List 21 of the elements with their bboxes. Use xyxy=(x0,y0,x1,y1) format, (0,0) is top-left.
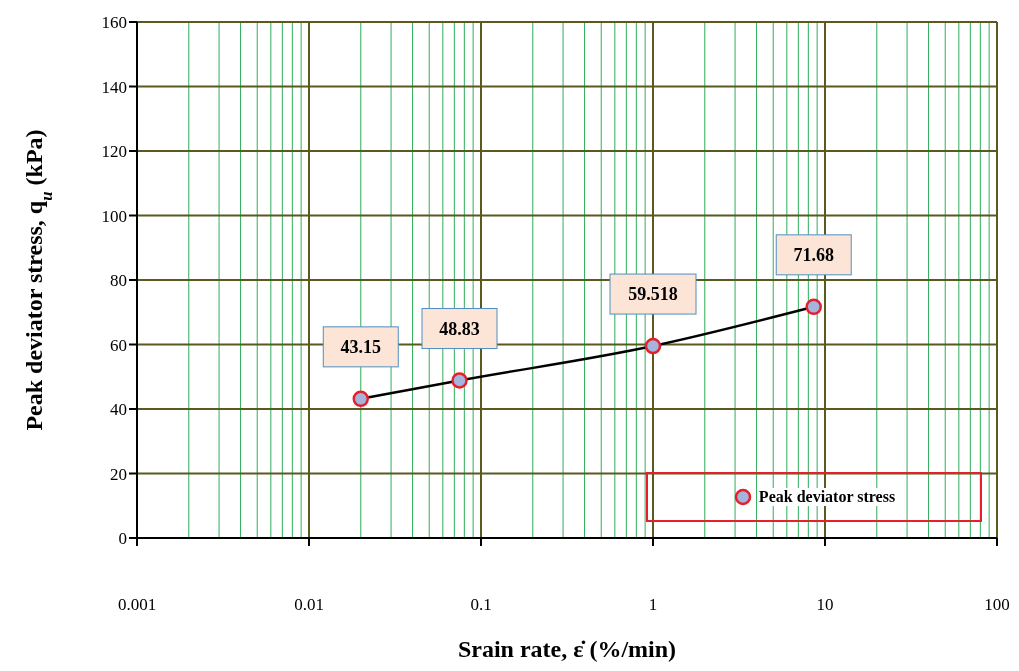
legend-label: Peak deviator stress xyxy=(758,488,896,506)
data-label: 71.68 xyxy=(793,244,834,265)
x-axis-title: Srain rate, ε̇ (%/min) xyxy=(457,636,677,662)
y-tick-label: 120 xyxy=(101,142,127,162)
y-tick-label: 140 xyxy=(101,77,127,97)
x-tick-label: 0.1 xyxy=(470,595,492,615)
y-tick-label: 0 xyxy=(118,529,127,549)
x-tick-label: 10 xyxy=(816,595,834,615)
y-tick-label: 100 xyxy=(101,206,127,226)
data-label: 59.518 xyxy=(628,284,678,305)
y-tick-label: 160 xyxy=(101,13,127,33)
data-label: 43.15 xyxy=(340,336,382,357)
y-tick-label: 80 xyxy=(110,271,127,291)
data-label: 48.83 xyxy=(439,318,480,339)
x-tick-label: 100 xyxy=(984,595,1010,615)
x-tick-label: 0.001 xyxy=(117,595,157,615)
y-tick-label: 40 xyxy=(110,400,127,420)
x-tick-label: 0.01 xyxy=(294,595,324,615)
x-tick-label: 1 xyxy=(648,595,658,615)
y-tick-label: 60 xyxy=(110,335,127,355)
y-tick-label: 20 xyxy=(110,464,127,484)
